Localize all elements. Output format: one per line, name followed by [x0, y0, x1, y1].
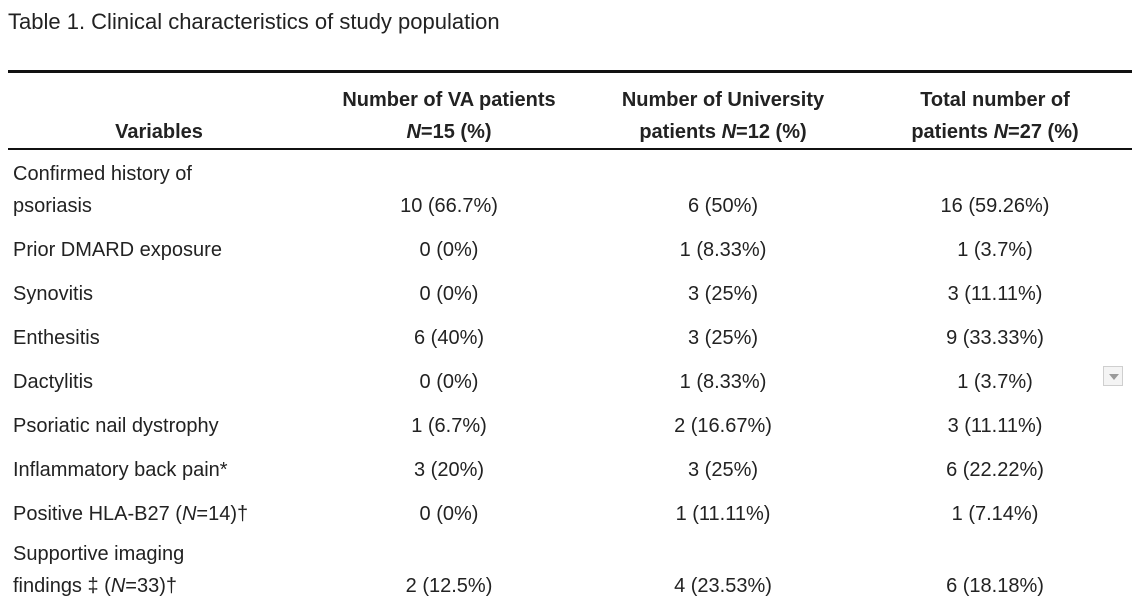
- table-row: Supportive imaging findings ‡ (N=33)† 2 …: [8, 534, 1132, 606]
- row-label: Dactylitis: [13, 371, 94, 393]
- cell-va: 0 (0%): [419, 503, 479, 525]
- header-total-n: N: [993, 121, 1009, 143]
- cell-va: 0 (0%): [419, 283, 479, 305]
- chevron-down-icon: [1109, 374, 1119, 380]
- cell-university: 4 (23.53%): [674, 575, 772, 597]
- table-top-rule: [8, 70, 1132, 73]
- row-label-line2-pre: findings ‡ (: [13, 575, 111, 597]
- table-row: Enthesitis 6 (40%) 3 (25%) 9 (33.33%): [8, 314, 1132, 358]
- table-header: Variables Number of VA patients N=15 (%)…: [8, 73, 1132, 154]
- cell-university: 3 (25%): [687, 327, 759, 349]
- row-label-line1: Confirmed history of: [13, 163, 192, 185]
- row-label: Supportive imaging findings ‡ (N=33)†: [8, 534, 310, 606]
- header-uni-line1: Number of University: [621, 89, 825, 111]
- cell-va: 0 (0%): [419, 239, 479, 261]
- table-row: Positive HLA-B27 (N=14)† 0 (0%) 1 (11.11…: [8, 490, 1132, 534]
- cell-total: 1 (7.14%): [951, 503, 1039, 525]
- cell-university: 1 (8.33%): [679, 239, 767, 261]
- row-label: Synovitis: [13, 283, 94, 305]
- header-total-patients: Total number of patients N=27 (%): [858, 73, 1132, 154]
- row-label: Psoriatic nail dystrophy: [13, 415, 219, 437]
- table-header-rule: [8, 148, 1132, 150]
- cell-total: 9 (33.33%): [946, 327, 1044, 349]
- table-body: Confirmed history of psoriasis 10 (66.7%…: [8, 154, 1132, 606]
- table-row: Psoriatic nail dystrophy 1 (6.7%) 2 (16.…: [8, 402, 1132, 446]
- header-va-patients: Number of VA patients N=15 (%): [310, 73, 588, 154]
- cell-va: 2 (12.5%): [405, 575, 493, 597]
- row-label-pre: Positive HLA-B27 (: [13, 503, 182, 525]
- header-variables-label: Variables: [115, 121, 203, 143]
- header-va-rest: =15 (%): [420, 121, 492, 143]
- header-va-line1: Number of VA patients: [342, 89, 556, 111]
- cell-total: 6 (18.18%): [946, 575, 1044, 597]
- cell-total: 3 (11.11%): [947, 283, 1043, 305]
- cell-university: 2 (16.67%): [674, 415, 772, 437]
- row-label: Positive HLA-B27 (N=14)†: [8, 490, 310, 534]
- cell-va: 3 (20%): [413, 459, 485, 481]
- header-variables: Variables: [8, 73, 310, 154]
- cell-total: 1 (3.7%): [957, 239, 1033, 261]
- header-uni-n: N: [721, 121, 737, 143]
- header-total-line1: Total number of: [920, 89, 1070, 111]
- header-total-pre: patients: [911, 121, 994, 143]
- header-uni-rest: =12 (%): [736, 121, 807, 143]
- row-label: Enthesitis: [13, 327, 100, 349]
- cell-university: 3 (25%): [687, 459, 759, 481]
- cell-total: 3 (11.11%): [947, 415, 1043, 437]
- cell-va: 0 (0%): [419, 371, 479, 393]
- table-row: Confirmed history of psoriasis 10 (66.7%…: [8, 154, 1132, 226]
- cell-va: 1 (6.7%): [411, 415, 487, 437]
- table-caption: Table 1. Clinical characteristics of stu…: [8, 9, 500, 34]
- cell-total: 1 (3.7%): [957, 371, 1033, 393]
- table-row: Synovitis 0 (0%) 3 (25%) 3 (11.11%): [8, 270, 1132, 314]
- row-label-line1: Supportive imaging: [13, 543, 185, 565]
- cell-university: 6 (50%): [687, 195, 759, 217]
- cell-university: 1 (8.33%): [679, 371, 767, 393]
- row-label: Confirmed history of psoriasis: [8, 154, 310, 226]
- cell-total: 6 (22.22%): [946, 459, 1044, 481]
- clinical-characteristics-table: Variables Number of VA patients N=15 (%)…: [8, 73, 1132, 606]
- table-row: Prior DMARD exposure 0 (0%) 1 (8.33%) 1 …: [8, 226, 1132, 270]
- cell-university: 3 (25%): [687, 283, 759, 305]
- cell-va: 6 (40%): [413, 327, 485, 349]
- scroll-down-button[interactable]: [1103, 366, 1123, 386]
- header-university-patients: Number of University patients N=12 (%): [588, 73, 858, 154]
- row-label-line2-n: N: [110, 575, 126, 597]
- row-label: Inflammatory back pain*: [13, 459, 228, 481]
- header-va-n: N: [406, 121, 421, 143]
- header-row: Variables Number of VA patients N=15 (%)…: [8, 73, 1132, 154]
- row-label-line2: psoriasis: [13, 195, 92, 217]
- row-label-post: =14)†: [196, 503, 249, 525]
- header-total-rest: =27 (%): [1008, 121, 1079, 143]
- row-label-n: N: [181, 503, 197, 525]
- header-uni-pre: patients: [639, 121, 722, 143]
- cell-total: 16 (59.26%): [940, 195, 1050, 217]
- row-label-line2-post: =33)†: [125, 575, 178, 597]
- table-row: Dactylitis 0 (0%) 1 (8.33%) 1 (3.7%): [8, 358, 1132, 402]
- table-row: Inflammatory back pain* 3 (20%) 3 (25%) …: [8, 446, 1132, 490]
- row-label: Prior DMARD exposure: [13, 239, 222, 261]
- cell-va: 10 (66.7%): [400, 195, 498, 217]
- cell-university: 1 (11.11%): [675, 503, 771, 525]
